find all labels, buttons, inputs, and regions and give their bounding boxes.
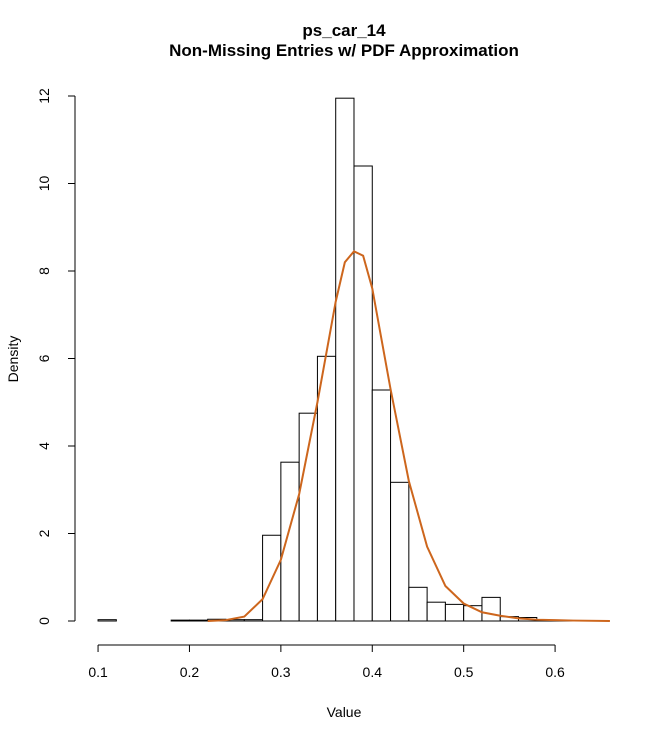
bar: [390, 481, 410, 622]
bar: [426, 601, 446, 622]
bar: [371, 389, 392, 622]
bar: [444, 603, 465, 622]
x-tick-label: 0.3: [271, 664, 291, 680]
x-tick-label: 0.6: [545, 664, 565, 680]
bar: [97, 619, 117, 622]
bar: [188, 619, 209, 622]
y-tick-label: 10: [36, 176, 52, 192]
bar: [170, 619, 190, 622]
bar: [243, 619, 264, 622]
y-axis-label: Density: [5, 336, 21, 383]
x-tick-label: 0.1: [88, 664, 108, 680]
chart-title: ps_car_14: [302, 21, 386, 40]
bar: [335, 97, 355, 622]
y-tick-label: 4: [36, 442, 52, 450]
bar: [481, 596, 501, 622]
y-tick-label: 2: [36, 529, 52, 537]
y-tick-label: 6: [36, 354, 52, 362]
chart-subtitle: Non-Missing Entries w/ PDF Approximation: [169, 41, 519, 60]
x-axis-label: Value: [327, 704, 362, 720]
bar: [280, 461, 300, 622]
x-tick-label: 0.5: [454, 664, 474, 680]
x-tick-label: 0.4: [363, 664, 383, 680]
bar: [408, 586, 428, 622]
density-line: [207, 250, 610, 622]
x-tick-label: 0.2: [180, 664, 200, 680]
y-tick-label: 12: [36, 88, 52, 104]
bar: [353, 165, 373, 622]
y-tick-label: 0: [36, 617, 52, 625]
y-tick-label: 8: [36, 267, 52, 275]
bar: [316, 355, 337, 622]
